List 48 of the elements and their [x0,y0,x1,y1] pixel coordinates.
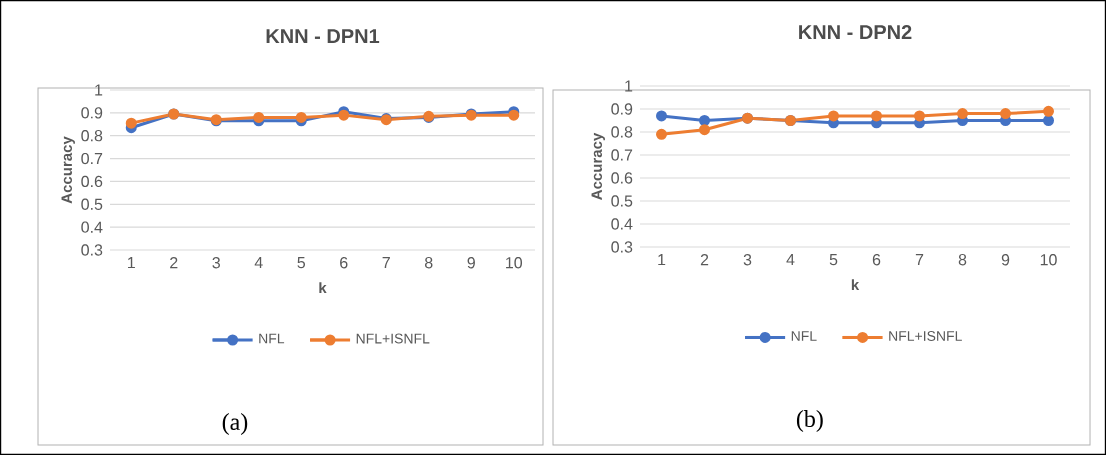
x-tick-label: 4 [254,257,263,269]
x-tick-label: 10 [1040,254,1057,266]
y-tick-label: 1 [95,84,103,96]
x-tick-label: 7 [382,257,390,269]
x-tick-label: 2 [170,257,178,269]
y-axis-title: Accuracy [61,136,75,204]
x-tick-label: 8 [424,257,433,269]
y-tick-label: 0.9 [611,103,633,115]
y-tick-label: 0.7 [611,149,633,161]
x-tick-label: 9 [1001,254,1010,266]
y-tick-label: 0.3 [81,244,103,256]
x-tick-label: 9 [467,257,475,269]
y-tick-label: 0.5 [81,198,103,210]
y-tick-label: 0.4 [611,218,633,230]
x-tick-label: 10 [506,257,523,269]
y-tick-label: 0.5 [611,195,633,207]
y-tick-label: 0.6 [611,172,633,184]
x-tick-label: 1 [128,257,135,269]
legend-label: NFL [259,333,285,344]
x-axis-title: k [319,282,327,293]
legend-label: NFL [791,331,817,341]
x-tick-label: 5 [829,254,838,266]
y-tick-label: 0.4 [81,221,103,233]
x-tick-label: 2 [700,254,709,266]
text: (b) [796,410,823,432]
y-axis-title: Accuracy [591,132,605,200]
x-tick-label: 1 [658,254,666,266]
y-tick-label: 0.9 [81,107,103,119]
x-tick-label: 6 [340,257,348,269]
y-tick-label: 0.8 [81,130,103,142]
x-tick-label: 8 [958,254,967,266]
x-tick-label: 5 [297,257,306,269]
text: (a) [222,413,248,435]
y-tick-label: 0.7 [81,152,103,165]
legend-label: NFL+ISNFL [356,333,430,344]
chart-title: KNN - DPN2 [799,24,912,39]
y-tick-label: 0.3 [611,241,633,253]
x-axis-title: k [851,279,860,290]
x-tick-label: 3 [212,257,220,269]
x-tick-label: 4 [786,254,795,266]
x-tick-label: 7 [915,254,924,266]
legend-label: NFL+ISNFL [889,331,962,341]
x-tick-label: 6 [872,254,881,266]
y-tick-label: 1 [625,80,633,92]
y-tick-label: 0.8 [611,126,633,138]
chart-title: KNN - DPN1 [266,29,380,43]
y-tick-label: 0.6 [81,175,103,188]
x-tick-label: 3 [743,254,752,266]
